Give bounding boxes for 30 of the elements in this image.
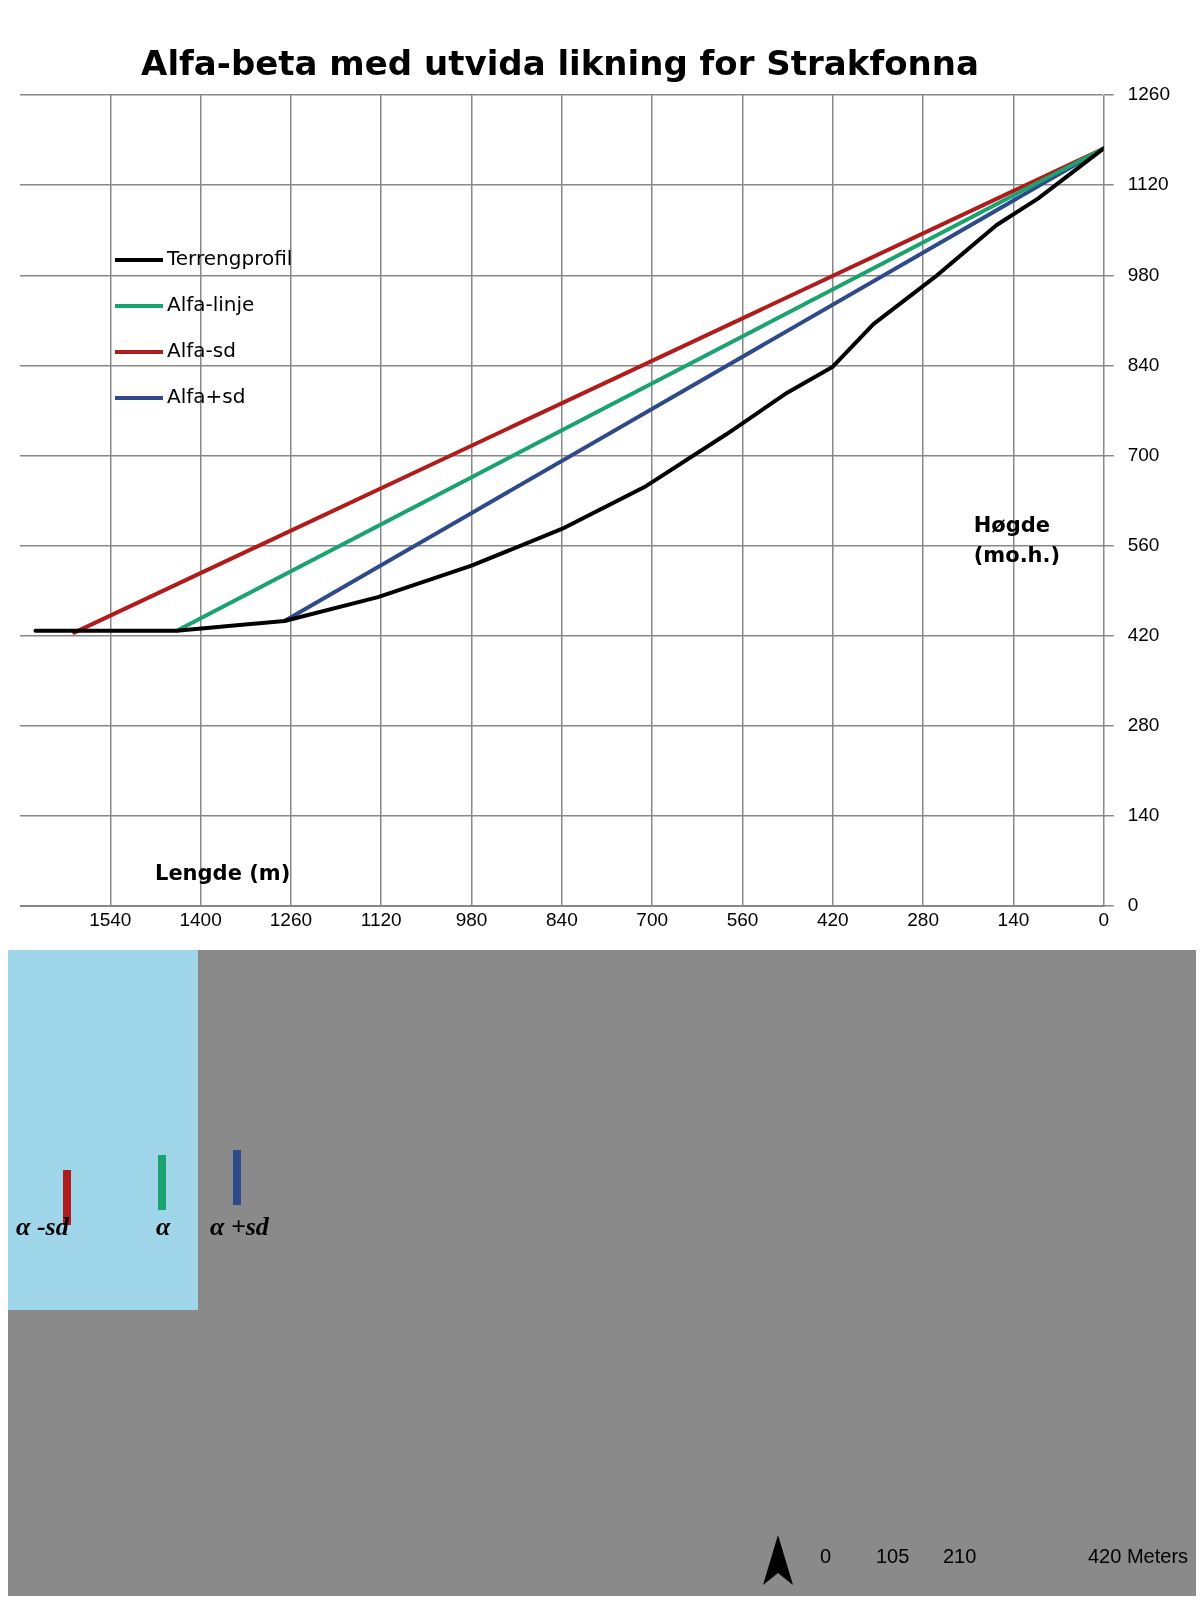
legend-label: Alfa+sd [167,384,246,409]
y-tick-label: 840 [1127,353,1160,375]
y-tick-label: 280 [1127,714,1160,736]
y-tick-label: 0 [1127,894,1139,916]
x-tick-label: 420 [816,908,849,930]
y-tick-label: 700 [1127,443,1160,465]
y-tick-label: 560 [1127,533,1160,555]
legend-label: Terrengprofil [166,246,293,271]
x-tick-label: 1260 [269,908,313,930]
x-tick-label: 140 [997,908,1030,930]
y-axis-title: Høgde (mo.h.) [973,512,1061,567]
y-tick-label: 1120 [1127,173,1169,195]
x-tick-label: 980 [455,908,488,930]
x-tick-label: 1400 [179,908,222,930]
y-tick-label: 140 [1127,804,1160,826]
x-tick-label: 280 [907,908,939,930]
x-tick-label: 700 [636,908,669,930]
y-tick-label: 980 [1127,263,1160,285]
x-tick-label: 840 [546,908,578,930]
x-tick-label: 1540 [89,908,132,930]
y-tick-label: 1260 [1127,83,1171,105]
legend-label: Alfa-sd [167,338,236,363]
x-tick-label: 560 [726,908,759,930]
y-tick-label: 420 [1127,624,1160,646]
x-tick-label: 0 [1098,908,1110,930]
chart-title: Alfa-beta med utvida likning for Strakfonna [141,42,979,83]
map-picture: α -sd α α +sd 0 105 210 420 Meters [8,950,1196,1596]
x-axis-title: Lengde (m) [155,860,291,885]
legend-label: Alfa-linje [167,292,255,317]
x-tick-label: 1120 [360,908,402,930]
